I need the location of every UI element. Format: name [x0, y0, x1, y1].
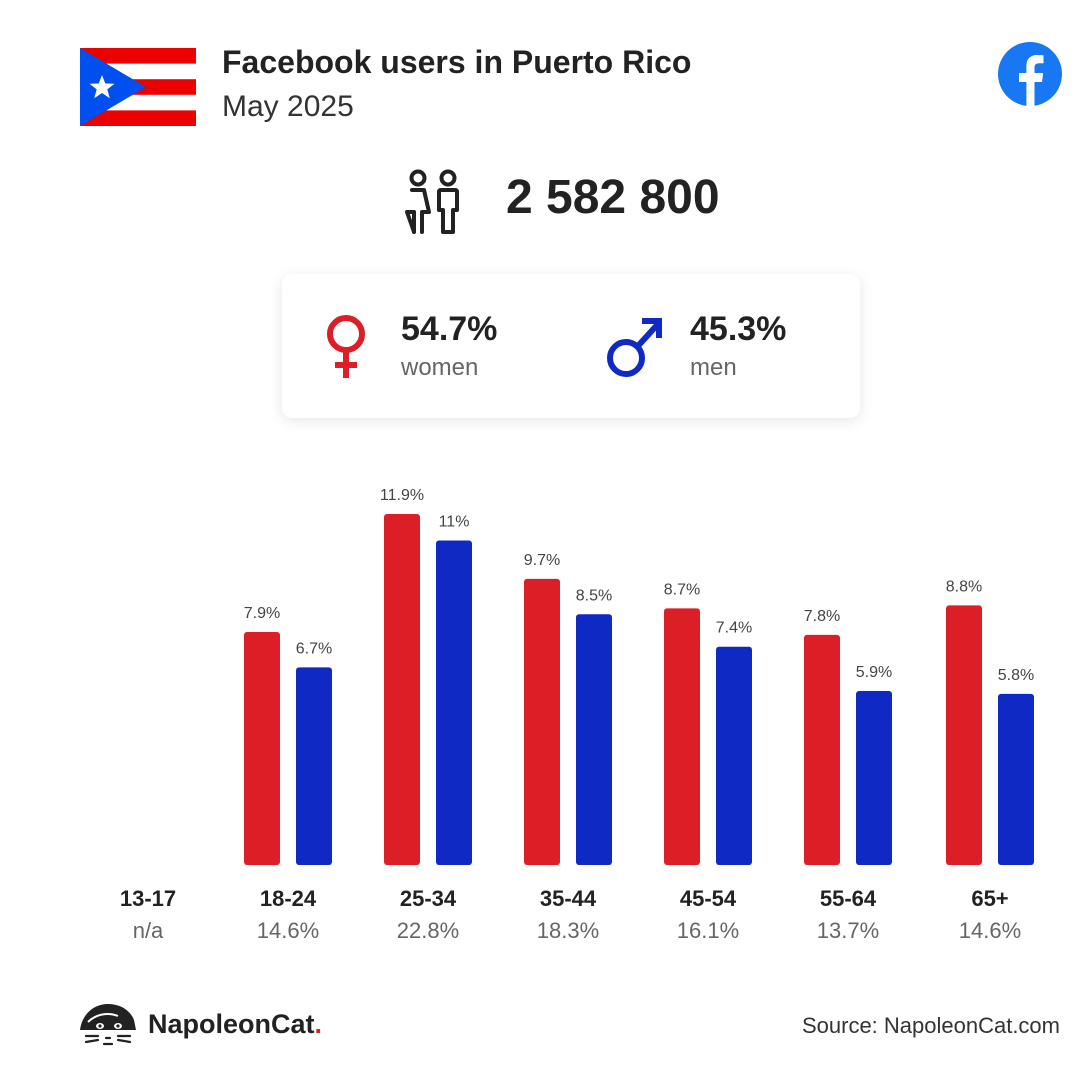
tick-label-13-17: 13-17	[120, 886, 176, 911]
bar-men-18-24	[296, 667, 332, 865]
bar-women-18-24	[244, 631, 280, 865]
male-symbol-icon	[607, 318, 662, 377]
bar-men-25-34	[436, 540, 472, 865]
data-label-men-65+: 5.8%	[998, 667, 1034, 684]
bar-men-45-54	[716, 646, 752, 865]
category-total-25-34: 22.8%	[397, 918, 459, 943]
tick-label-25-34: 25-34	[400, 886, 457, 911]
women-label: women	[401, 354, 479, 381]
bar-women-25-34	[384, 514, 420, 865]
men-label: men	[690, 354, 737, 381]
bar-men-35-44	[576, 614, 612, 865]
bar-women-55-64	[804, 634, 840, 865]
napoleoncat-logo-icon	[80, 1004, 136, 1046]
data-label-men-25-34: 11%	[439, 514, 470, 531]
puerto-rico-flag-icon	[80, 48, 196, 126]
data-label-women-18-24: 7.9%	[244, 605, 280, 622]
data-label-men-45-54: 7.4%	[716, 620, 752, 637]
bar-women-45-54	[664, 608, 700, 865]
tick-label-35-44: 35-44	[540, 886, 597, 911]
source-link[interactable]: Source: NapoleonCat.com	[801, 1013, 1060, 1038]
tick-label-45-54: 45-54	[680, 886, 737, 911]
total-users-value: 2 582 800	[506, 171, 720, 224]
category-total-35-44: 18.3%	[537, 918, 599, 943]
bar-men-65+	[998, 693, 1034, 865]
facebook-logo-icon	[998, 42, 1062, 106]
tick-label-18-24: 18-24	[260, 886, 317, 911]
female-symbol-icon	[327, 315, 365, 378]
category-total-13-17: n/a	[133, 918, 164, 943]
data-label-men-18-24: 6.7%	[296, 640, 332, 657]
bar-women-35-44	[524, 578, 560, 865]
data-label-men-55-64: 5.9%	[856, 664, 892, 681]
page-title: Facebook users in Puerto Rico	[222, 44, 692, 80]
tick-label-55-64: 55-64	[820, 886, 877, 911]
women-percentage: 54.7%	[401, 310, 498, 348]
age-gender-bar-chart: 13-17 n/a 7.9% 6.7% 18-24 14.6% 11.9% 11% 25-34 2…	[120, 487, 1034, 943]
data-label-men-35-44: 8.5%	[576, 587, 612, 604]
category-total-18-24: 14.6%	[257, 918, 319, 943]
tick-label-65+: 65+	[971, 886, 1008, 911]
bar-men-55-64	[856, 690, 892, 865]
data-label-women-35-44: 9.7%	[524, 552, 560, 569]
data-label-women-55-64: 7.8%	[804, 608, 840, 625]
page-subtitle: May 2025	[222, 90, 354, 123]
brand-dot: .	[314, 1009, 323, 1039]
bar-women-65+	[946, 605, 982, 865]
category-total-65+: 14.6%	[959, 918, 1021, 943]
category-total-45-54: 16.1%	[677, 918, 739, 943]
data-label-women-65+: 8.8%	[946, 578, 982, 595]
data-label-women-45-54: 8.7%	[664, 581, 700, 598]
users-icon	[405, 169, 459, 234]
gender-split-card: 54.7% women 45.3% men	[282, 274, 860, 418]
napoleoncat-brand: NapoleonCat.	[148, 1009, 322, 1040]
category-total-55-64: 13.7%	[817, 918, 879, 943]
data-label-women-25-34: 11.9%	[380, 487, 424, 504]
men-percentage: 45.3%	[690, 310, 787, 348]
brand-name: NapoleonCat	[148, 1009, 315, 1039]
